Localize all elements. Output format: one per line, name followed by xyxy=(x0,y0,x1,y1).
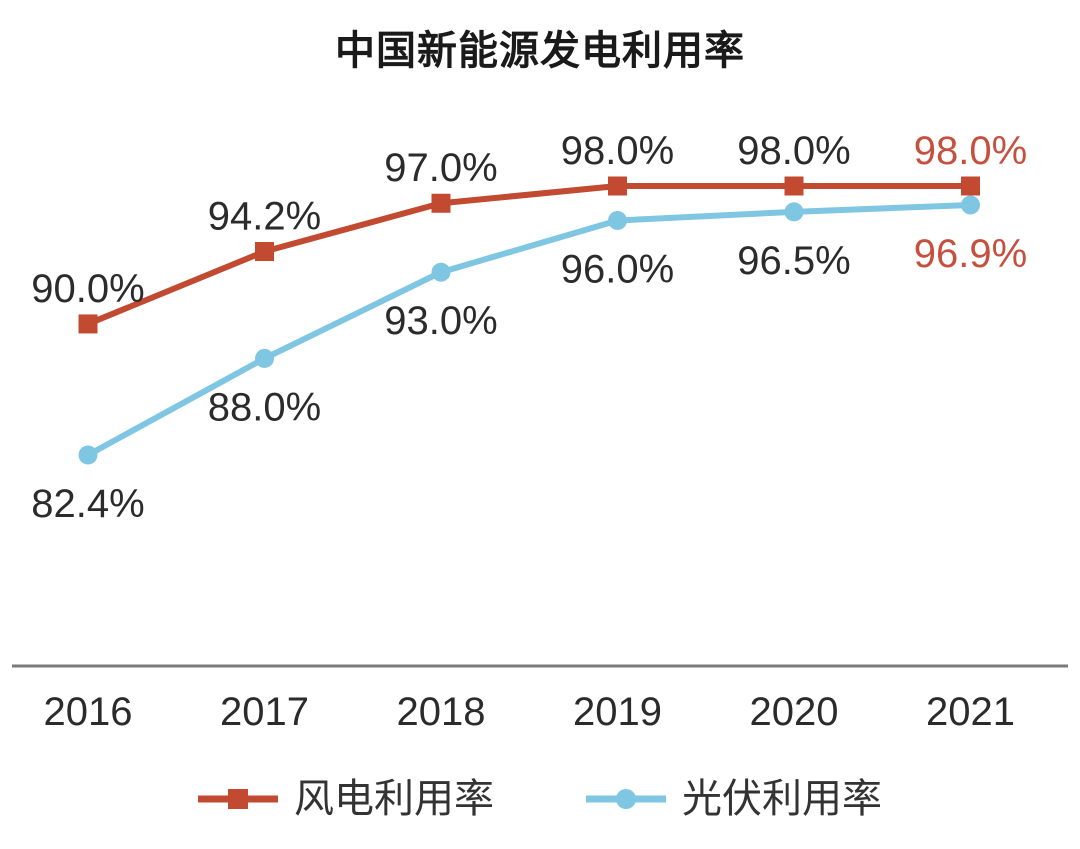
pv-data-label: 96.5% xyxy=(737,239,850,283)
legend: 风电利用率 光伏利用率 xyxy=(0,779,1080,819)
wind-data-label: 98.0% xyxy=(914,129,1027,173)
wind-series-line xyxy=(86,183,971,327)
pv-series-marker xyxy=(608,210,627,230)
legend-item-pv: 光伏利用率 xyxy=(586,779,882,819)
wind-series-marker xyxy=(255,242,274,262)
pv-data-label: 93.0% xyxy=(384,299,497,343)
pv-series-marker xyxy=(961,195,980,215)
wind-legend-marker xyxy=(228,789,248,809)
line-chart: 2016 2017 2018 2019 2020 2021 90.0% 94.2% 97.0% 9… xyxy=(12,129,1068,734)
x-axis-label-2017: 2017 xyxy=(220,690,309,734)
pv-data-label: 82.4% xyxy=(31,482,144,526)
chart-title: 中国新能源发电利用率 xyxy=(335,29,745,73)
pv-data-label: 96.0% xyxy=(561,247,674,291)
pv-series-line xyxy=(86,201,971,458)
wind-data-label: 94.2% xyxy=(208,195,321,239)
wind-legend-label: 风电利用率 xyxy=(294,777,494,821)
x-axis-label-2018: 2018 xyxy=(397,690,486,734)
x-axis-label-2021: 2021 xyxy=(926,690,1015,734)
wind-data-label: 98.0% xyxy=(737,129,850,173)
wind-legend-swatch xyxy=(198,789,278,809)
pv-series-marker xyxy=(784,202,804,222)
wind-series-marker xyxy=(784,176,804,196)
legend-item-wind: 风电利用率 xyxy=(198,779,494,819)
wind-data-label: 97.0% xyxy=(384,146,497,190)
pv-legend-marker xyxy=(616,789,636,809)
wind-series-marker xyxy=(78,314,98,334)
wind-series-marker xyxy=(961,176,980,196)
wind-data-label: 90.0% xyxy=(31,267,144,311)
pv-series-marker xyxy=(78,445,98,465)
wind-series-marker xyxy=(431,193,451,213)
pv-series-marker xyxy=(255,348,274,368)
x-axis-label-2019: 2019 xyxy=(573,690,662,734)
pv-legend-swatch xyxy=(586,789,666,809)
pv-legend-label: 光伏利用率 xyxy=(682,777,882,821)
x-axis-label-2016: 2016 xyxy=(44,690,133,734)
pv-data-label: 96.9% xyxy=(914,232,1027,276)
wind-series-marker xyxy=(608,176,627,196)
pv-series-marker xyxy=(431,262,451,282)
pv-data-label: 88.0% xyxy=(208,385,321,429)
x-axis-label-2020: 2020 xyxy=(750,690,839,734)
wind-data-label: 98.0% xyxy=(561,129,674,173)
